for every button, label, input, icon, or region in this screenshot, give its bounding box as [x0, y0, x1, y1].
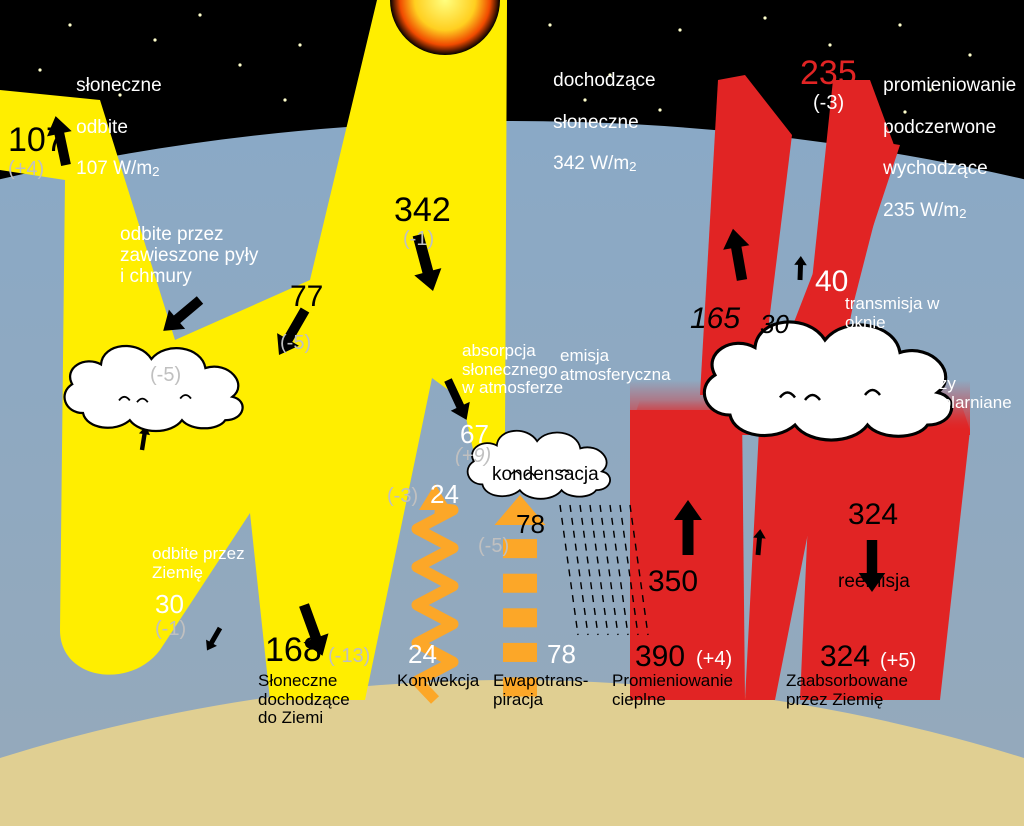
val-ir-surface: 350: [648, 565, 698, 598]
lbl-surface-reflect: odbite przez Ziemię: [152, 545, 245, 582]
lbl-reflected-solar: słoneczne odbite 107 W/m2: [55, 55, 162, 201]
val-ir-30: 30: [760, 310, 789, 339]
lbl-thermal: Promieniowanie cieplne: [612, 672, 733, 709]
val-cloud-reflect: 77: [290, 280, 323, 313]
delta-ir-surface: (+4): [696, 648, 732, 670]
star: [658, 108, 661, 111]
delta-atm-absorb: (+9): [455, 445, 491, 467]
star: [298, 43, 301, 46]
val-convection-bottom: 24: [408, 640, 437, 669]
val-convection: 24: [430, 480, 459, 509]
val-ir-165: 165: [690, 302, 740, 335]
delta-reflected-out: (+4): [8, 158, 44, 180]
star: [38, 68, 41, 71]
lbl-condensation: kondensacja: [492, 465, 599, 486]
lbl-atm-emission: emisja atmosferyczna: [560, 347, 671, 384]
lbl-outgoing-ir: promieniowanie podczerwone wychodzące 23…: [862, 55, 1016, 243]
delta-back-rad: (+5): [880, 650, 916, 672]
star: [763, 16, 766, 19]
lbl-absorbed-surface: Zaabsorbowane przez Ziemię: [786, 672, 908, 709]
lbl-reemission: reemisja: [838, 572, 910, 593]
val-to-surface: 168: [265, 632, 322, 669]
star: [68, 23, 71, 26]
val-ir-window: 40: [815, 265, 848, 298]
evap-seg: [503, 643, 537, 662]
star: [238, 63, 241, 66]
lbl-atm-absorb: absorpcja słonecznego w atmosferze: [462, 342, 563, 398]
lbl-window: transmisja w oknie: [845, 295, 939, 332]
lbl-reflected-clouds: odbite przez zawieszone pyły i chmury: [120, 225, 258, 288]
delta-cloud-b: (-5): [150, 364, 181, 386]
star: [198, 13, 201, 16]
star: [828, 43, 831, 46]
val-ir-surface-bottom: 390: [635, 640, 685, 673]
star: [678, 28, 681, 31]
val-ir-out: 235: [800, 55, 857, 92]
evap-seg: [503, 574, 537, 593]
val-surface-reflect: 30: [155, 590, 184, 619]
val-evap: 78: [516, 510, 545, 539]
evap-seg: [503, 608, 537, 627]
lbl-incoming-solar: dochodzące słoneczne 342 W/m2: [532, 50, 656, 196]
delta-surface-reflect: (-1): [155, 618, 186, 640]
val-back-rad-bottom: 324: [820, 640, 870, 673]
lbl-convection: Konwekcja: [397, 672, 479, 691]
val-reflected-out: 107: [8, 122, 65, 159]
val-incoming: 342: [394, 192, 451, 229]
star: [153, 38, 156, 41]
val-back-rad: 324: [848, 498, 898, 531]
delta-incoming: (-1): [403, 228, 434, 250]
star: [283, 98, 286, 101]
lbl-ghg: gazy cieplarniane: [920, 375, 1012, 412]
val-evap-bottom: 78: [547, 640, 576, 669]
delta-ir-out: (-3): [813, 92, 844, 114]
star: [898, 23, 901, 26]
lbl-to-surface: Słoneczne dochodzące do Ziemi: [258, 672, 350, 728]
delta-evap: (-5): [478, 535, 509, 557]
delta-convection: (-3): [387, 485, 418, 507]
star: [548, 23, 551, 26]
delta-cloud-a: (-5): [280, 332, 311, 354]
lbl-evap: Ewapotrans- piracja: [493, 672, 588, 709]
delta-to-surface: (-13): [328, 645, 370, 667]
energy-balance-diagram: słoneczne odbite 107 W/m2 dochodzące sło…: [0, 0, 1024, 826]
